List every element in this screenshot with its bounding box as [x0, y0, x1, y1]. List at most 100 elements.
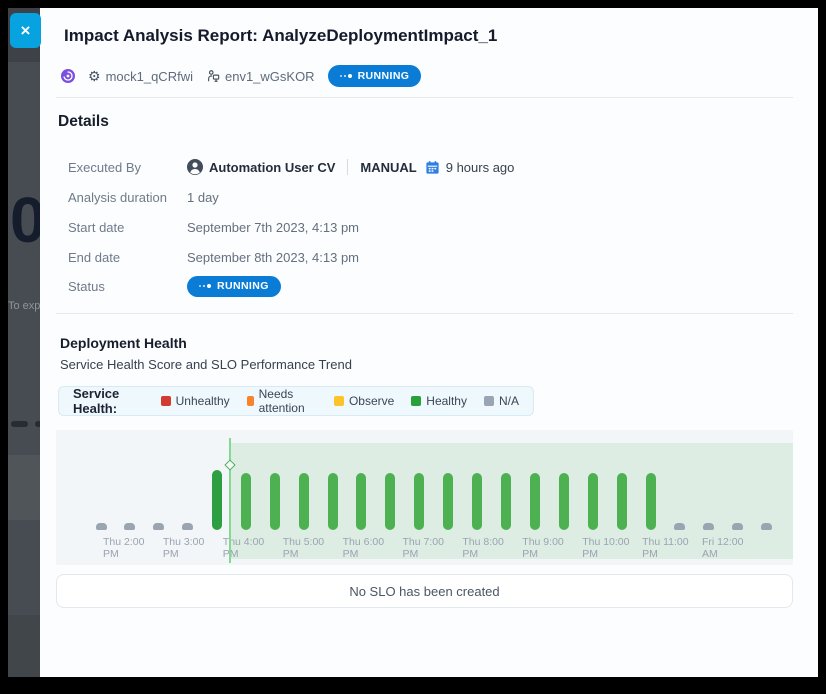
health-score-bar: [153, 523, 164, 530]
legend-label: N/A: [499, 394, 519, 408]
health-score-bar: [241, 473, 251, 530]
detail-row-executed-by: Executed By Automation User CV MANUAL: [68, 152, 514, 182]
legend-label: Observe: [349, 394, 394, 408]
health-score-bar: [703, 523, 714, 530]
legend-swatch: [411, 396, 421, 406]
start-date-value: September 7th 2023, 4:13 pm: [187, 220, 359, 235]
detail-row-duration: Analysis duration 1 day: [68, 182, 219, 212]
legend-title: Service Health:: [73, 386, 140, 416]
health-score-bar: [385, 473, 395, 530]
page-title: Impact Analysis Report: AnalyzeDeploymen…: [64, 26, 497, 46]
legend-swatch: [161, 396, 171, 406]
x-axis-label: Thu 2:00PM: [103, 536, 144, 560]
x-axis-label: Thu 10:00PM: [582, 536, 629, 560]
environment-icon: [206, 69, 220, 83]
service-health-legend: Service Health: Unhealthy Needs attention…: [58, 386, 534, 416]
health-score-bar: [588, 473, 598, 530]
details-heading: Details: [58, 113, 109, 131]
health-score-bar: [617, 473, 627, 530]
legend-item: Observe: [334, 394, 394, 408]
health-score-bar: [732, 523, 743, 530]
row-label: Status: [68, 279, 187, 294]
health-score-bar: [356, 473, 366, 530]
row-label: Executed By: [68, 160, 187, 175]
divider: [56, 97, 793, 98]
health-score-bar: [761, 523, 772, 530]
service-meta: ⚙ mock1_qCRfwi: [88, 69, 193, 84]
health-score-bar: [212, 470, 222, 530]
health-score-bar: [530, 473, 540, 530]
x-axis-label: Fri 12:00AM: [702, 536, 743, 560]
health-score-bar: [559, 473, 569, 530]
deployment-health-heading: Deployment Health: [60, 335, 187, 351]
running-indicator-icon: [199, 284, 211, 288]
health-score-bar: [328, 473, 338, 530]
x-axis-label: Thu 11:00PM: [642, 536, 689, 560]
executed-time-ago: 9 hours ago: [446, 160, 515, 175]
x-axis-label: Thu 9:00PM: [522, 536, 563, 560]
legend-item: Unhealthy: [161, 394, 230, 408]
detail-row-end-date: End date September 8th 2023, 4:13 pm: [68, 242, 359, 272]
slo-empty-message: No SLO has been created: [349, 584, 499, 599]
legend-item: Needs attention: [247, 387, 317, 415]
health-score-bar: [182, 523, 193, 530]
status-badge: RUNNING: [328, 65, 422, 87]
detail-row-start-date: Start date September 7th 2023, 4:13 pm: [68, 212, 359, 242]
health-score-bar: [443, 473, 453, 530]
close-icon: ×: [21, 21, 31, 40]
background-partial-text: To exp: [8, 300, 40, 312]
impact-analysis-drawer: Impact Analysis Report: AnalyzeDeploymen…: [40, 8, 818, 677]
duration-value: 1 day: [187, 190, 219, 205]
health-score-bar: [646, 473, 656, 530]
divider: [56, 313, 793, 314]
trigger-type: MANUAL: [360, 160, 416, 175]
background-chart-stub: [11, 421, 28, 427]
report-meta-row: ⚙ mock1_qCRfwi env1_wGsKOR RUNNING: [61, 64, 421, 88]
background-band-bottom: [8, 615, 40, 677]
status-badge: RUNNING: [187, 276, 281, 297]
legend-swatch: [484, 396, 494, 406]
close-button[interactable]: ×: [10, 13, 41, 48]
health-score-bar: [414, 473, 424, 530]
x-axis-label: Thu 7:00PM: [403, 536, 444, 560]
row-label: End date: [68, 250, 187, 265]
background-band: [8, 455, 40, 520]
gear-icon: ⚙: [88, 69, 101, 83]
detail-row-status: Status RUNNING: [68, 271, 281, 301]
x-axis-label: Thu 8:00PM: [462, 536, 503, 560]
deployment-marker-line: [229, 438, 231, 563]
health-score-bar: [472, 473, 482, 530]
slo-empty-state: No SLO has been created: [56, 574, 793, 608]
legend-label: Healthy: [426, 394, 467, 408]
executed-by-user: Automation User CV: [209, 160, 335, 175]
health-score-bar: [674, 523, 685, 530]
legend-label: Needs attention: [259, 387, 317, 415]
x-axis-label: Thu 6:00PM: [343, 536, 384, 560]
legend-swatch: [247, 396, 254, 406]
health-source-icon: [61, 69, 75, 83]
deployment-health-subtitle: Service Health Score and SLO Performance…: [60, 357, 352, 372]
calendar-icon: [425, 160, 440, 175]
legend-item: N/A: [484, 394, 519, 408]
row-label: Start date: [68, 220, 187, 235]
running-indicator-icon: [340, 74, 352, 78]
divider: [347, 159, 348, 175]
background-partial-count: 0: [10, 188, 40, 252]
service-name: mock1_qCRfwi: [106, 69, 193, 84]
environment-meta: env1_wGsKOR: [206, 69, 315, 84]
screenshot-frame: 0 To exp × Impact Analysis Report: Analy…: [0, 0, 826, 694]
dimmed-background-page: 0 To exp: [8, 8, 40, 677]
legend-swatch: [334, 396, 344, 406]
end-date-value: September 8th 2023, 4:13 pm: [187, 250, 359, 265]
user-avatar-icon: [187, 159, 203, 175]
x-axis-label: Thu 5:00PM: [283, 536, 324, 560]
health-score-bar: [124, 523, 135, 530]
health-score-bar: [96, 523, 107, 530]
health-score-bar: [270, 473, 280, 530]
environment-name: env1_wGsKOR: [225, 69, 315, 84]
x-axis-label: Thu 3:00PM: [163, 536, 204, 560]
health-score-bar: [501, 473, 511, 530]
legend-item: Healthy: [411, 394, 467, 408]
row-label: Analysis duration: [68, 190, 187, 205]
legend-label: Unhealthy: [176, 394, 230, 408]
